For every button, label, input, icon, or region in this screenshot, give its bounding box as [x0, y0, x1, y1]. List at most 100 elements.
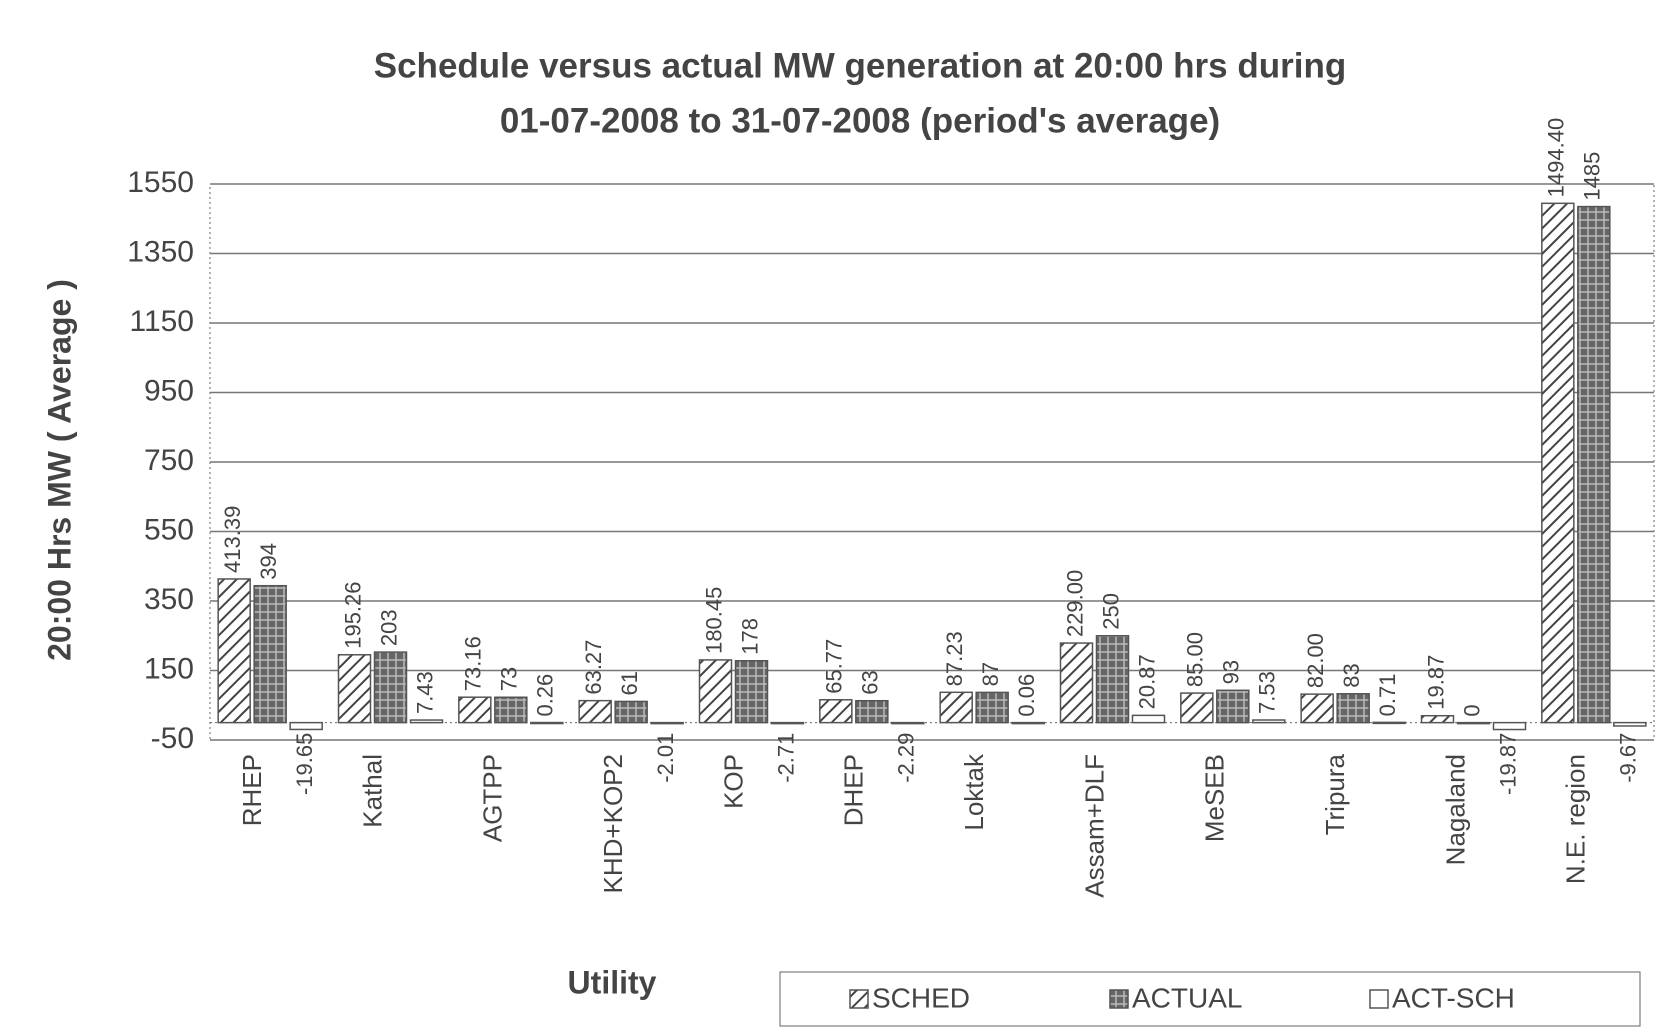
x-tick-label: DHEP [839, 754, 869, 826]
y-tick-label: 150 [144, 652, 194, 685]
data-label: 180.45 [701, 587, 726, 654]
data-label: -19.87 [1495, 733, 1520, 795]
bar [770, 721, 805, 725]
chart-title: Schedule versus actual MW generation at … [374, 46, 1346, 85]
bar [614, 700, 648, 724]
data-label: -19.65 [292, 733, 317, 795]
bar [819, 699, 853, 724]
data-label: 83 [1339, 663, 1364, 687]
data-label: 203 [376, 609, 401, 646]
data-label: 0.26 [533, 674, 558, 717]
data-label: 7.43 [412, 671, 437, 714]
legend-label: SCHED [872, 982, 970, 1013]
bar [1095, 635, 1130, 724]
x-tick-label: Loktak [959, 753, 989, 831]
bar [373, 651, 408, 724]
x-tick-label: N.E. region [1561, 754, 1591, 884]
bar [217, 578, 251, 724]
data-label: -2.71 [773, 733, 798, 783]
x-tick-label: KOP [718, 754, 748, 809]
data-label: -9.67 [1616, 733, 1641, 783]
x-tick-label: MeSEB [1200, 754, 1230, 842]
bar [1613, 721, 1647, 727]
bar [1252, 719, 1286, 724]
y-tick-label: 750 [144, 444, 194, 477]
y-tick-label: -50 [151, 722, 194, 755]
bar [939, 691, 973, 724]
bar [458, 696, 492, 724]
bar [253, 584, 287, 724]
y-tick-label: 350 [144, 583, 194, 616]
data-label: 250 [1098, 593, 1123, 630]
bar [578, 699, 612, 724]
bar [650, 721, 684, 725]
data-label: 61 [617, 671, 642, 695]
y-tick-label: 550 [144, 513, 194, 546]
bar [1216, 689, 1250, 724]
y-tick-label: 1150 [129, 305, 194, 338]
bar [409, 719, 444, 724]
data-label: 1494.40 [1544, 118, 1569, 198]
y-tick-label: 1550 [127, 166, 194, 199]
bar [1300, 693, 1334, 724]
data-label: -2.29 [894, 733, 919, 783]
legend-label: ACT-SCH [1392, 982, 1515, 1013]
bar [734, 660, 769, 724]
data-label: 0.06 [1014, 674, 1039, 717]
x-tick-label: Assam+DLF [1079, 754, 1109, 898]
bar [494, 696, 528, 724]
bar [1372, 721, 1406, 725]
bar [1541, 202, 1575, 724]
data-label: 394 [256, 543, 281, 580]
legend-swatch [849, 989, 869, 1009]
data-label: 73 [497, 667, 522, 691]
bar [1492, 721, 1527, 731]
bar [1011, 721, 1045, 725]
bar [1059, 642, 1094, 724]
x-tick-label: Kathal [357, 754, 387, 828]
data-label: 19.87 [1423, 655, 1448, 710]
bar [855, 699, 889, 724]
data-label: 73.16 [461, 636, 486, 691]
y-axis-label: 20:00 Hrs MW ( Average ) [41, 279, 77, 661]
data-label: 178 [737, 618, 762, 655]
data-label: 0 [1459, 704, 1484, 716]
data-label: -2.01 [653, 733, 678, 783]
chart-subtitle: 01-07-2008 to 31-07-2008 (period's avera… [500, 101, 1220, 140]
data-label: 1485 [1580, 152, 1605, 201]
data-label: 65.77 [822, 639, 847, 694]
data-label: 85.00 [1183, 632, 1208, 687]
x-axis-label: Utility [568, 964, 657, 1000]
bar [975, 691, 1009, 724]
legend-swatch [1109, 989, 1129, 1009]
bar [698, 659, 733, 724]
x-tick-label: AGTPP [478, 754, 508, 842]
x-tick-label: KHD+KOP2 [598, 754, 628, 893]
bar [337, 654, 372, 724]
bar [1577, 205, 1611, 724]
legend-label: ACTUAL [1132, 982, 1242, 1013]
data-label: 0.71 [1375, 674, 1400, 717]
x-tick-label: Tripura [1320, 753, 1350, 835]
data-label: 63 [858, 670, 883, 694]
y-tick-label: 1350 [127, 235, 194, 268]
y-tick-label: 950 [144, 374, 194, 407]
data-label: 229.00 [1062, 570, 1087, 637]
data-label: 7.53 [1255, 671, 1280, 714]
bar [1180, 692, 1214, 724]
bar [1456, 721, 1491, 725]
bar [891, 721, 925, 725]
legend-swatch [1369, 989, 1389, 1009]
legend-box [779, 971, 1641, 1027]
data-label: 82.00 [1303, 633, 1328, 688]
data-label: 63.27 [581, 640, 606, 695]
bar [530, 721, 564, 725]
data-label: 87.23 [942, 631, 967, 686]
data-label: 413.39 [220, 506, 245, 573]
data-label: 20.87 [1134, 654, 1159, 709]
data-label: 93 [1219, 660, 1244, 684]
x-tick-label: Nagaland [1440, 754, 1470, 865]
x-tick-label: RHEP [237, 754, 267, 826]
bar [1131, 714, 1166, 724]
